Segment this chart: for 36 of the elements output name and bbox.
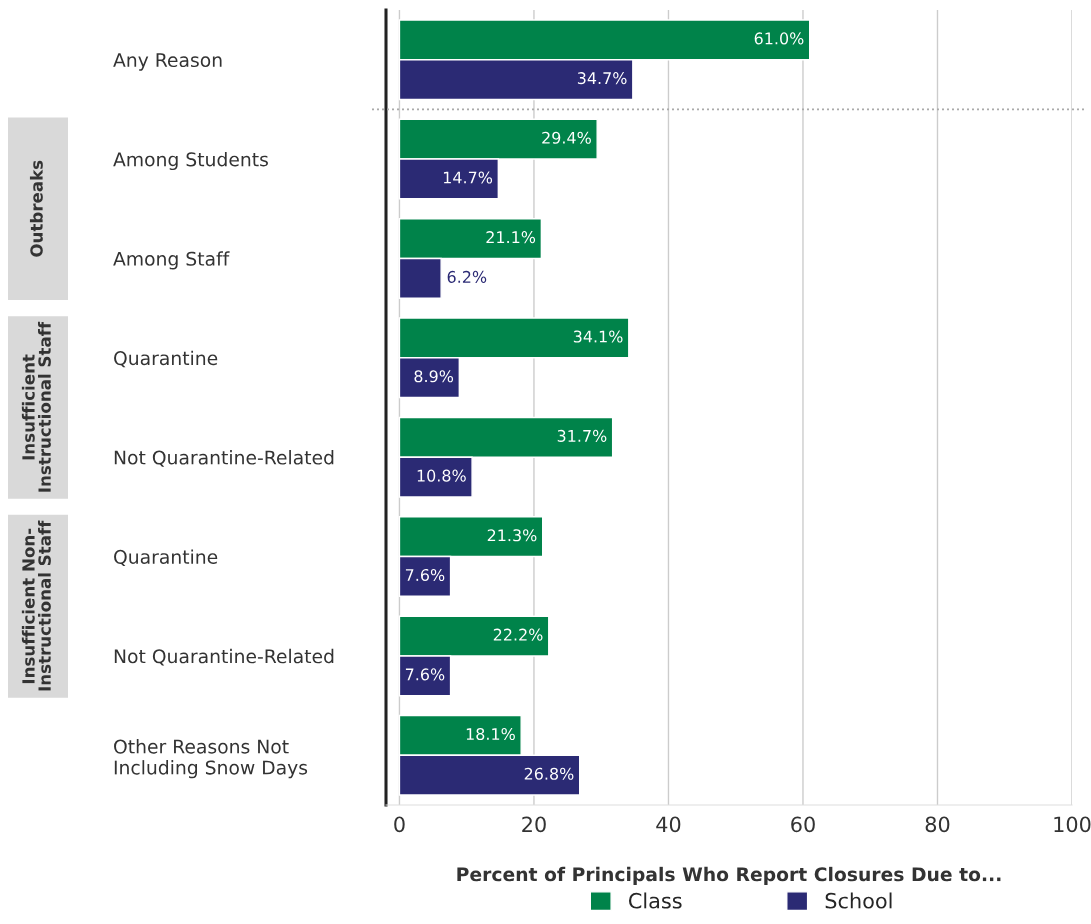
data-label: 34.7% (577, 72, 627, 85)
data-label: 6.2% (447, 270, 487, 283)
x-tick-label: 40 (656, 816, 681, 833)
data-label: 10.8% (417, 469, 466, 482)
y-tick-label: Any Reason (113, 53, 222, 71)
data-label: 8.9% (414, 370, 454, 383)
y-tick-label: Among Students (113, 151, 268, 171)
data-label: 21.1% (486, 231, 536, 244)
y-tick-label: Among Staff (113, 251, 230, 270)
x-tick-label: 20 (522, 816, 546, 833)
y-tick-label: Quarantine (114, 350, 218, 368)
x-tick-label: 80 (925, 816, 950, 833)
text: Insufficient Instructional Staff (21, 321, 51, 492)
data-label: 21.3% (487, 529, 537, 542)
data-label: 22.2% (493, 628, 543, 641)
y-tick-label: Other Reasons Not Including Snow Days (114, 739, 308, 779)
text: Insufficient Non- Instructional Staff (21, 520, 51, 691)
data-label: 7.6% (405, 568, 445, 582)
x-axis-title: Percent of Principals Who Report Closures Due to... (457, 866, 1001, 885)
y-tick-label: Not Quarantine-Related (114, 450, 334, 467)
data-label: 7.6% (405, 668, 445, 681)
data-label: 61.0% (754, 32, 804, 45)
legend-label: School (825, 892, 892, 909)
x-tick-label: 0 (394, 816, 405, 833)
y-tick-label: Not Quarantine-Related (114, 648, 334, 666)
y-tick-label: Quarantine (114, 549, 218, 567)
text: Outbreaks (29, 160, 43, 257)
legend-label: Class (628, 892, 682, 909)
x-tick-label: 100 (1054, 816, 1091, 833)
data-label: 18.1% (466, 727, 515, 741)
data-label: 26.8% (524, 767, 574, 780)
data-label: 29.4% (542, 131, 591, 144)
x-tick-label: 60 (791, 816, 815, 833)
data-label: 34.1% (573, 330, 623, 343)
data-label: 14.7% (443, 171, 493, 184)
data-label: 31.7% (557, 429, 607, 442)
